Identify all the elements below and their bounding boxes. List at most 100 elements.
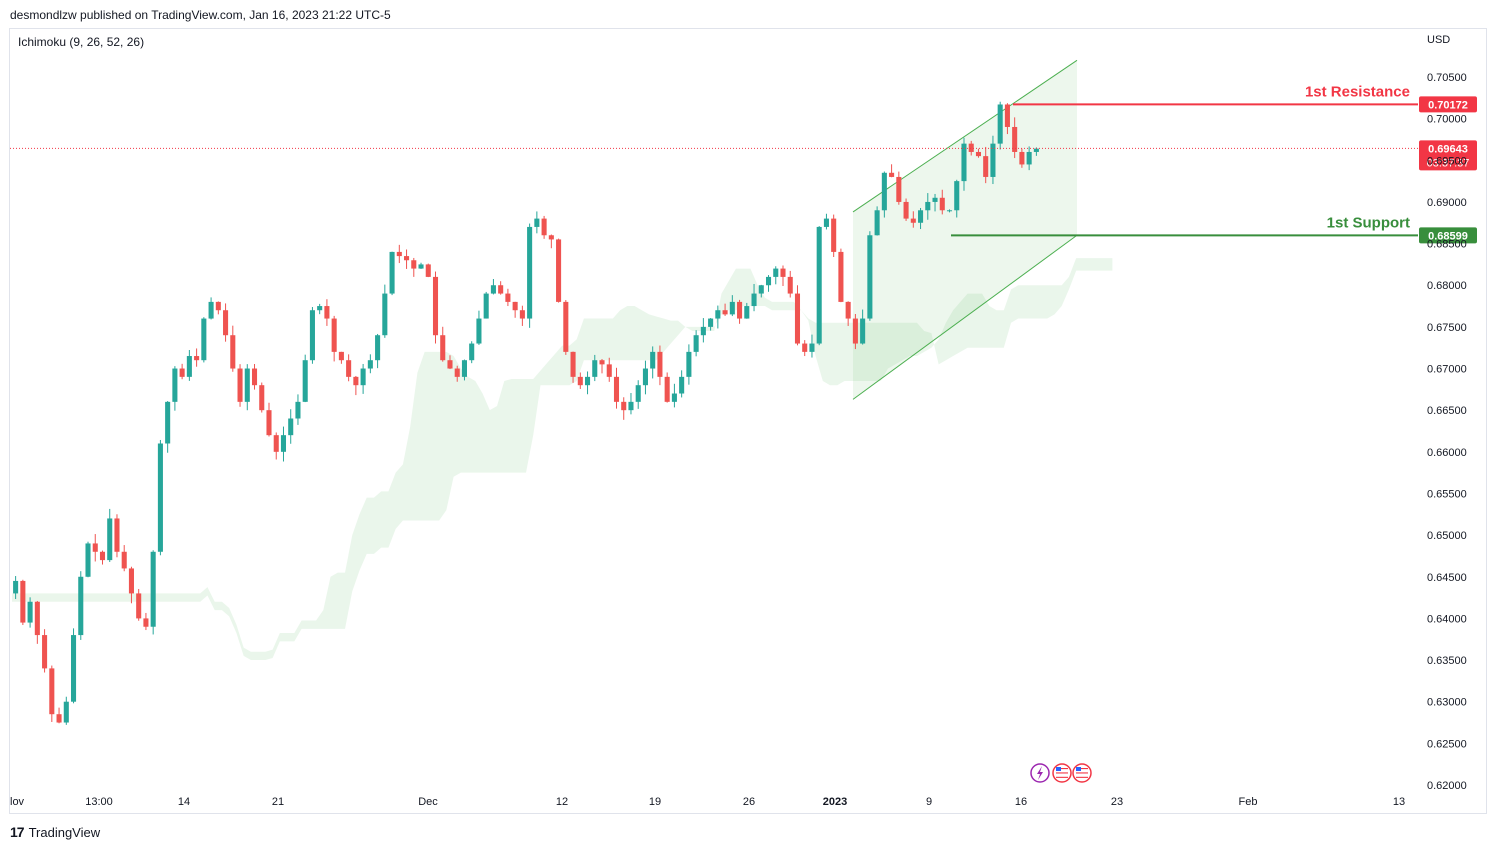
candle-body: [708, 318, 714, 327]
candle-body: [367, 360, 373, 369]
x-tick-label: 23: [1111, 796, 1123, 808]
candle-body: [353, 376, 359, 386]
candle-body: [592, 360, 598, 377]
candle-body: [27, 601, 33, 623]
candle-body: [317, 306, 323, 311]
us-flag-icon[interactable]: [1072, 763, 1092, 783]
time-axis[interactable]: lov 13:00 14 21 Dec 12 19 26 2023 9 16 23 Feb 13: [10, 796, 1405, 808]
chart-frame: [9, 28, 1487, 814]
y-tick-label: 0.64500: [1427, 572, 1467, 584]
support-price-value: 0.68599: [1428, 230, 1468, 242]
candle-body: [527, 226, 533, 319]
support-label: 1st Support: [1327, 214, 1410, 231]
y-tick-label: 0.67500: [1427, 322, 1467, 334]
candle-body: [143, 618, 149, 627]
candle-body: [114, 518, 120, 552]
candle-body: [165, 401, 171, 444]
candle-body: [1033, 148, 1039, 152]
candle-body: [664, 376, 670, 402]
us-flag-icon-stripe: [1076, 776, 1088, 778]
candle-body: [737, 301, 743, 319]
candle-body: [490, 285, 496, 294]
us-flag-icon-stripe: [1056, 772, 1068, 774]
indicator-label[interactable]: Ichimoku (9, 26, 52, 26): [18, 35, 145, 49]
x-tick-label: 12: [556, 796, 568, 808]
candle-body: [483, 293, 489, 319]
candle-body: [794, 293, 801, 344]
channel-upper-line[interactable]: [852, 59, 1078, 213]
candle-body: [396, 251, 402, 257]
us-flag-icon-stripe: [1056, 770, 1068, 772]
candle-body: [411, 260, 417, 269]
candle-body: [918, 210, 924, 223]
y-tick-label: 0.66000: [1427, 447, 1467, 459]
price-axis[interactable]: 0.70500 0.70000 0.69500 0.69000 0.68500 0.680…: [1427, 72, 1467, 792]
candle-body: [729, 301, 735, 315]
y-tick-label: 0.62000: [1427, 780, 1467, 792]
candle-body: [599, 360, 605, 365]
us-flag-icon[interactable]: [1052, 763, 1072, 783]
currency-label: USD: [1427, 34, 1451, 46]
support-price-tag: [1419, 227, 1477, 244]
candle-body: [150, 551, 156, 627]
x-tick-label: 13: [1393, 796, 1405, 808]
candle-body: [635, 385, 641, 402]
resistance-label: 1st Resistance: [1305, 83, 1410, 100]
event-icons[interactable]: [1030, 763, 1092, 783]
candle-body: [331, 318, 337, 352]
candle-body: [237, 368, 243, 402]
candle-body: [541, 218, 547, 236]
candle-body: [440, 335, 446, 361]
candles: [13, 101, 1039, 725]
candle-body: [650, 351, 656, 369]
candle-body: [751, 293, 757, 307]
candle-body: [447, 360, 453, 369]
candle-body: [324, 306, 330, 319]
candle-body: [20, 580, 26, 623]
candle-body: [469, 343, 475, 361]
candle-body: [874, 210, 880, 236]
candle-body: [266, 410, 272, 436]
candle-body: [56, 714, 62, 723]
candle-body: [461, 360, 467, 377]
candle-body: [946, 210, 953, 212]
candle-body: [671, 393, 677, 402]
candle-body: [121, 551, 127, 569]
candle-body: [773, 268, 779, 277]
tradingview-logo[interactable]: 17 TradingView: [10, 824, 100, 840]
candle-body: [852, 318, 858, 344]
candle-body: [961, 143, 967, 182]
candle-body: [925, 201, 931, 211]
candle-body: [903, 201, 909, 219]
candle-body: [454, 368, 460, 377]
candle-body: [244, 368, 250, 402]
candle-body: [983, 156, 989, 177]
candle-body: [338, 351, 344, 361]
candle-body: [280, 435, 287, 452]
candle-body: [990, 143, 996, 177]
y-tick-label: 0.69500: [1427, 155, 1467, 167]
candle-body: [194, 356, 200, 361]
ascending-channel[interactable]: [852, 59, 1078, 400]
candle-body: [715, 310, 721, 319]
candle-body: [404, 256, 410, 261]
candle-body: [613, 376, 620, 402]
ichimoku-cloud: [12, 258, 1113, 661]
candle-body: [288, 418, 294, 436]
lightning-icon[interactable]: [1030, 763, 1050, 783]
candle-body: [85, 543, 91, 577]
candle-body: [505, 293, 511, 302]
candle-body: [360, 368, 366, 386]
candle-body: [71, 635, 77, 702]
channel-lower-line[interactable]: [852, 234, 1078, 400]
candle-body: [230, 335, 236, 369]
us-flag-icon-stripe: [1056, 768, 1068, 770]
price-levels[interactable]: 1st Resistance 0.70172 1st Support 0.68599 0…: [10, 83, 1477, 244]
x-tick-label: 9: [926, 796, 932, 808]
tradingview-brand-text: TradingView: [28, 824, 101, 840]
candle-body: [621, 401, 627, 411]
x-tick-label: 13:00: [85, 796, 113, 808]
candle-body: [809, 343, 815, 352]
candle-body: [389, 251, 395, 294]
